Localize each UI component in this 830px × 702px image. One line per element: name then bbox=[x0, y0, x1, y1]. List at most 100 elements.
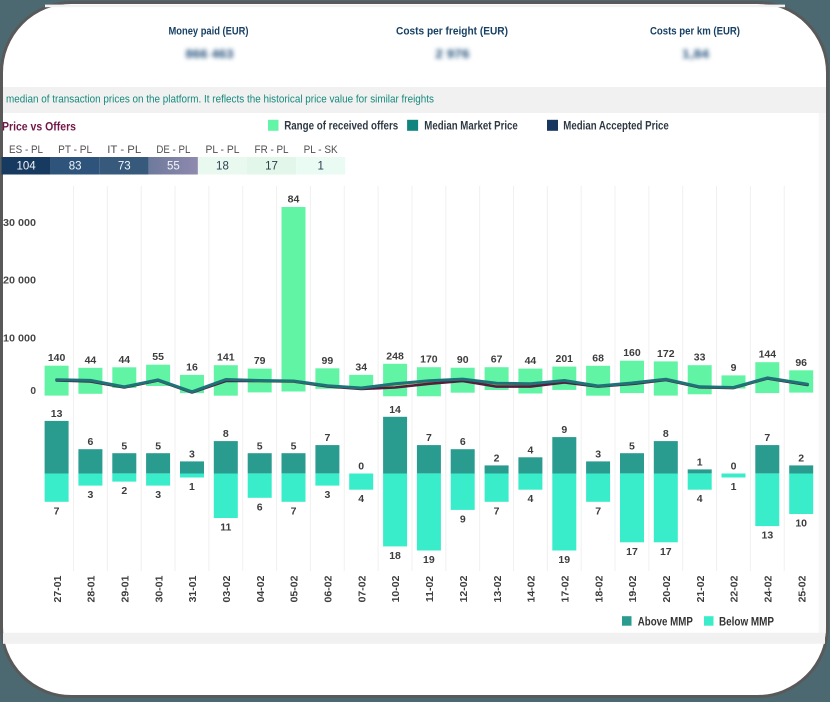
svg-text:Money paid (EUR): Money paid (EUR) bbox=[169, 25, 249, 37]
svg-text:7: 7 bbox=[494, 505, 500, 517]
svg-text:3: 3 bbox=[595, 448, 601, 460]
svg-text:4: 4 bbox=[528, 493, 534, 505]
svg-text:6: 6 bbox=[88, 436, 94, 448]
svg-text:8: 8 bbox=[223, 428, 229, 440]
svg-text:ES - PL: ES - PL bbox=[9, 144, 43, 156]
svg-text:2 976: 2 976 bbox=[435, 49, 469, 61]
svg-text:PL - PL: PL - PL bbox=[205, 144, 239, 156]
svg-text:1: 1 bbox=[731, 481, 737, 493]
svg-text:6: 6 bbox=[460, 436, 466, 448]
svg-text:22-02: 22-02 bbox=[729, 575, 741, 602]
svg-text:11-02: 11-02 bbox=[424, 576, 436, 602]
svg-text:12-02: 12-02 bbox=[458, 575, 470, 602]
svg-text:7: 7 bbox=[54, 505, 60, 517]
svg-text:30-01: 30-01 bbox=[153, 575, 165, 602]
svg-text:7: 7 bbox=[764, 432, 770, 444]
svg-text:1: 1 bbox=[697, 456, 703, 468]
svg-text:73: 73 bbox=[118, 161, 131, 173]
svg-text:104: 104 bbox=[16, 161, 36, 173]
svg-text:55: 55 bbox=[167, 161, 180, 173]
svg-text:5: 5 bbox=[291, 440, 297, 452]
svg-text:4: 4 bbox=[358, 493, 364, 505]
svg-text:DE - PL: DE - PL bbox=[156, 144, 190, 156]
svg-text:19: 19 bbox=[423, 554, 435, 566]
svg-text:Price vs Offers: Price vs Offers bbox=[2, 120, 76, 134]
svg-text:PL - SK: PL - SK bbox=[304, 144, 339, 156]
svg-text:2: 2 bbox=[121, 485, 127, 497]
svg-text:18-02: 18-02 bbox=[593, 575, 605, 602]
svg-text:18: 18 bbox=[389, 550, 401, 562]
svg-text:7: 7 bbox=[426, 432, 432, 444]
svg-text:141: 141 bbox=[217, 352, 235, 364]
svg-text:31-01: 31-01 bbox=[187, 575, 199, 602]
svg-text:5: 5 bbox=[155, 440, 161, 452]
svg-text:18: 18 bbox=[216, 161, 229, 173]
svg-text:5: 5 bbox=[629, 440, 635, 452]
svg-text:140: 140 bbox=[48, 352, 66, 364]
svg-text:14: 14 bbox=[389, 404, 401, 416]
svg-text:5: 5 bbox=[121, 440, 127, 452]
svg-text:10: 10 bbox=[795, 518, 807, 530]
svg-text:9: 9 bbox=[731, 362, 737, 374]
svg-text:06-02: 06-02 bbox=[323, 575, 335, 602]
svg-text:1: 1 bbox=[317, 161, 323, 173]
svg-text:13-02: 13-02 bbox=[492, 575, 504, 602]
svg-text:PT - PL: PT - PL bbox=[58, 144, 92, 156]
svg-text:33: 33 bbox=[694, 352, 706, 364]
svg-text:20-02: 20-02 bbox=[661, 575, 673, 602]
svg-text:30 000: 30 000 bbox=[3, 218, 36, 229]
svg-text:0: 0 bbox=[30, 386, 36, 397]
svg-text:4: 4 bbox=[697, 493, 703, 505]
svg-text:IT - PL: IT - PL bbox=[107, 144, 141, 156]
svg-text:144: 144 bbox=[759, 349, 777, 361]
svg-text:2: 2 bbox=[798, 452, 804, 464]
svg-text:17: 17 bbox=[660, 546, 672, 558]
svg-text:20 000: 20 000 bbox=[3, 276, 36, 287]
svg-text:1,84: 1,84 bbox=[682, 49, 710, 61]
svg-text:99: 99 bbox=[322, 355, 334, 367]
svg-text:4: 4 bbox=[528, 444, 534, 456]
svg-text:Range of received offers: Range of received offers bbox=[284, 119, 398, 133]
svg-text:17: 17 bbox=[265, 161, 278, 173]
svg-text:90: 90 bbox=[457, 354, 469, 366]
svg-text:170: 170 bbox=[420, 354, 438, 366]
svg-text:0: 0 bbox=[731, 461, 737, 473]
svg-text:04-02: 04-02 bbox=[255, 575, 267, 602]
svg-text:34: 34 bbox=[355, 361, 367, 373]
svg-text:19: 19 bbox=[558, 554, 570, 566]
svg-text:9: 9 bbox=[460, 513, 466, 525]
svg-text:Costs per km (EUR): Costs per km (EUR) bbox=[650, 25, 740, 37]
svg-text:07-02: 07-02 bbox=[356, 575, 368, 602]
svg-text:13: 13 bbox=[51, 408, 63, 420]
svg-text:5: 5 bbox=[257, 440, 263, 452]
svg-text:44: 44 bbox=[525, 355, 537, 367]
svg-text:17: 17 bbox=[626, 546, 638, 558]
svg-text:10-02: 10-02 bbox=[390, 575, 402, 602]
svg-text:27-01: 27-01 bbox=[52, 575, 64, 602]
svg-text:44: 44 bbox=[85, 354, 97, 366]
svg-text:03-02: 03-02 bbox=[221, 575, 233, 602]
svg-text:28-01: 28-01 bbox=[86, 575, 98, 602]
svg-text:2: 2 bbox=[494, 452, 500, 464]
svg-text:11: 11 bbox=[220, 522, 231, 534]
svg-text:21-02: 21-02 bbox=[695, 575, 707, 602]
svg-text:7: 7 bbox=[324, 432, 330, 444]
svg-text:0: 0 bbox=[358, 461, 364, 473]
svg-text:19-02: 19-02 bbox=[627, 575, 639, 602]
svg-text:16: 16 bbox=[186, 361, 198, 373]
svg-text:248: 248 bbox=[386, 350, 404, 362]
svg-text:10 000: 10 000 bbox=[3, 334, 36, 345]
svg-text:Median Market Price: Median Market Price bbox=[424, 119, 518, 133]
svg-text:3: 3 bbox=[88, 489, 94, 501]
svg-text:6: 6 bbox=[257, 501, 263, 513]
svg-text:84: 84 bbox=[288, 194, 300, 206]
svg-text:13: 13 bbox=[762, 530, 774, 542]
svg-text:14-02: 14-02 bbox=[526, 575, 538, 602]
svg-text:55: 55 bbox=[152, 351, 164, 363]
svg-text:866 463: 866 463 bbox=[186, 49, 234, 61]
svg-text:201: 201 bbox=[556, 353, 574, 365]
svg-text:05-02: 05-02 bbox=[289, 575, 301, 602]
svg-text:67: 67 bbox=[491, 354, 503, 366]
svg-text:9: 9 bbox=[561, 424, 567, 436]
svg-text:24-02: 24-02 bbox=[763, 575, 775, 602]
